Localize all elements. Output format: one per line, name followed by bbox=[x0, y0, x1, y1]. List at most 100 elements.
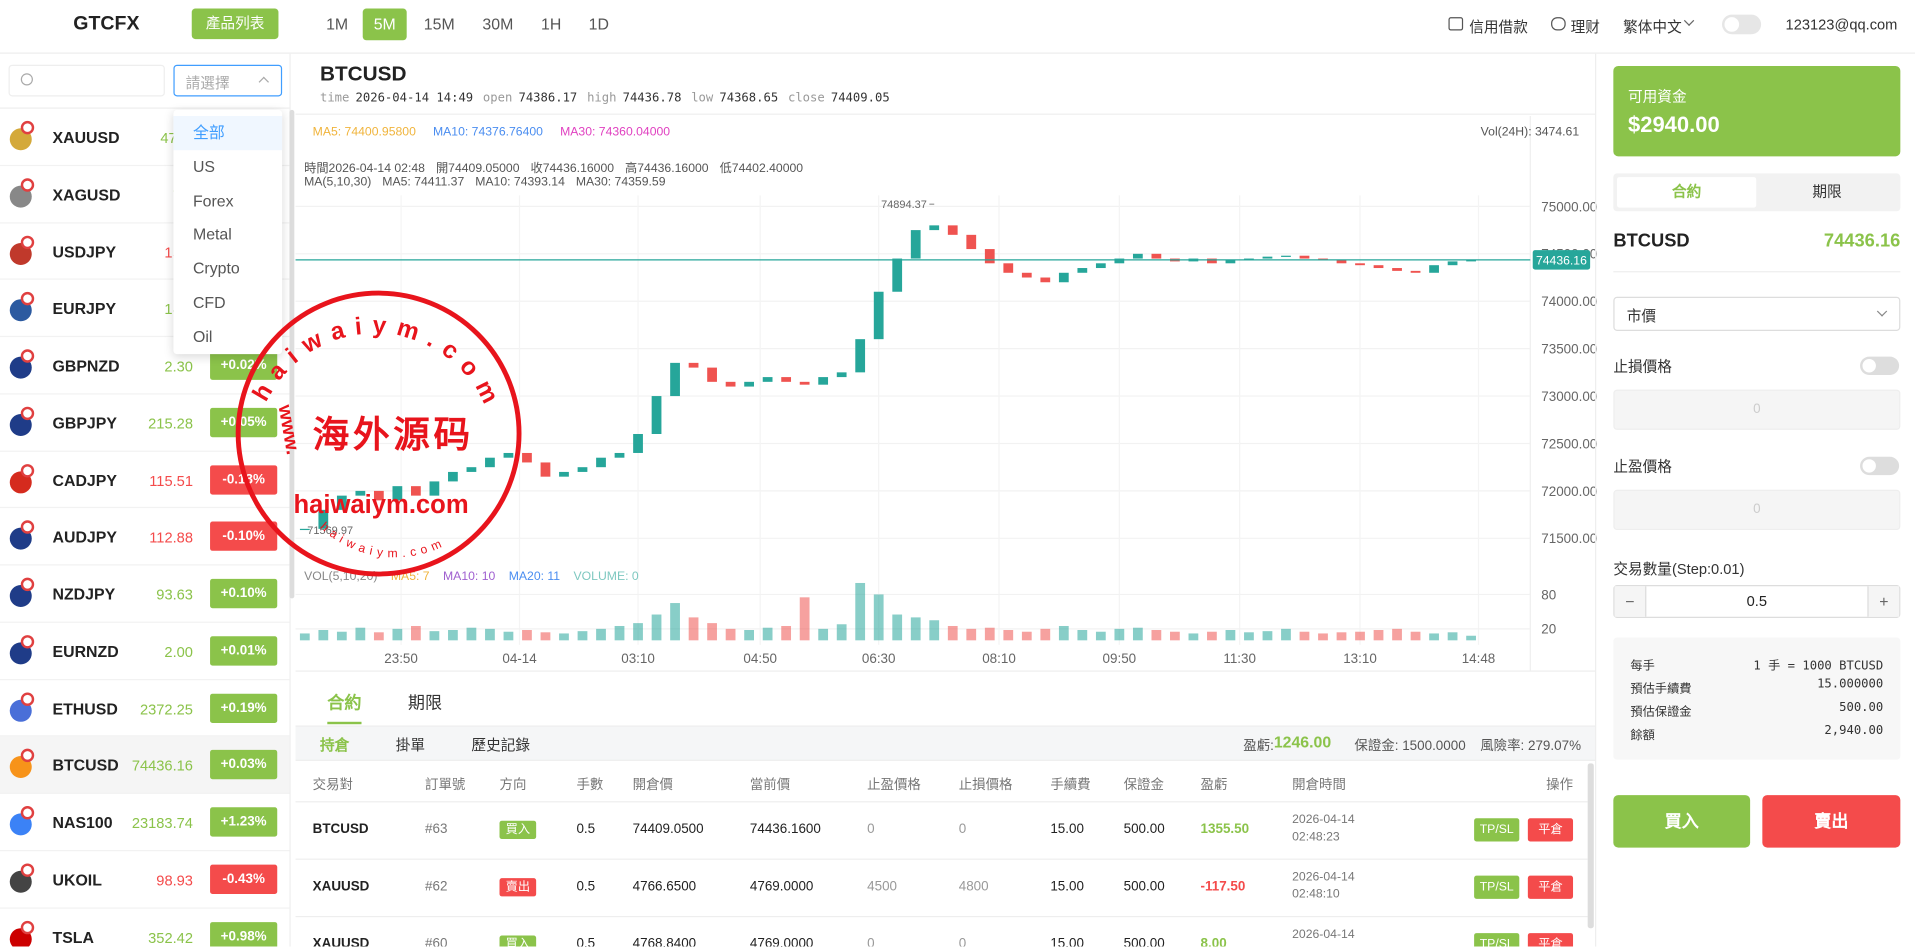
timeframe-tab[interactable]: 30M bbox=[482, 14, 514, 33]
quantity-plus[interactable]: + bbox=[1867, 586, 1900, 617]
symbol-row[interactable]: NAS100 23183.74 +1.23% bbox=[0, 794, 290, 851]
user-email[interactable]: 123123@qq.com bbox=[1785, 15, 1898, 33]
language-select[interactable]: 繁体中文 bbox=[1623, 18, 1682, 36]
candle bbox=[596, 457, 606, 468]
field-toggle[interactable] bbox=[1860, 356, 1900, 375]
field-input[interactable]: 0 bbox=[1613, 389, 1901, 430]
close-button[interactable]: 平倉 bbox=[1527, 933, 1574, 947]
volume-bar bbox=[1151, 630, 1162, 641]
timeframe-tab[interactable]: 15M bbox=[423, 14, 455, 33]
y-tick-label: 72000.00 bbox=[1541, 484, 1597, 499]
position-subtab[interactable]: 持倉 bbox=[319, 736, 350, 754]
trade-tab[interactable]: 期限 bbox=[1812, 183, 1842, 201]
filter-select[interactable]: 請選擇 bbox=[173, 64, 283, 97]
volume-bar bbox=[336, 631, 347, 641]
buy-button[interactable]: 買入 bbox=[1613, 795, 1751, 848]
timeframe-tab[interactable]: 5M bbox=[362, 8, 407, 41]
change-badge: +0.05% bbox=[210, 407, 278, 437]
change-badge: +1.23% bbox=[210, 807, 278, 837]
position-cell: 4800 bbox=[958, 879, 989, 894]
candle bbox=[688, 362, 699, 368]
candle bbox=[355, 490, 366, 496]
timeframe-tab[interactable]: 1M bbox=[326, 14, 349, 33]
tpsl-button[interactable]: TP/SL bbox=[1474, 933, 1520, 947]
volume-bar bbox=[651, 614, 662, 641]
candle bbox=[336, 495, 347, 510]
filter-option[interactable]: Metal bbox=[192, 225, 232, 244]
position-cell: #60 bbox=[425, 936, 448, 947]
finance-icon bbox=[1551, 17, 1566, 31]
symbol-row[interactable]: ETHUSD 2372.25 +0.19% bbox=[0, 680, 290, 737]
x-tick-label: 04:50 bbox=[743, 651, 777, 666]
change-badge: -0.10% bbox=[210, 521, 278, 552]
volume-bar bbox=[1003, 630, 1014, 641]
position-subtab[interactable]: 歷史記錄 bbox=[471, 736, 531, 754]
candle bbox=[984, 249, 995, 264]
balance-value: $2940.00 bbox=[1627, 112, 1720, 137]
search-input[interactable] bbox=[8, 64, 165, 97]
timeframe-tab[interactable]: 1D bbox=[588, 14, 609, 33]
filter-option[interactable]: CFD bbox=[192, 293, 226, 312]
filter-dropdown: 全部 US Forex Metal Crypto CFD Oil bbox=[173, 109, 283, 355]
filter-option[interactable]: Oil bbox=[192, 327, 213, 346]
finance-link[interactable]: 理财 bbox=[1570, 18, 1600, 36]
last-price-label: 74436.16 bbox=[1536, 254, 1587, 268]
symbol-row[interactable]: EURNZD 2.00 +0.01% bbox=[0, 623, 290, 680]
filter-option[interactable]: 全部 bbox=[173, 116, 283, 150]
trade-symbol: BTCUSD bbox=[1613, 230, 1690, 252]
tpsl-button[interactable]: TP/SL bbox=[1474, 875, 1520, 899]
symbol-name: GBPJPY bbox=[52, 413, 117, 433]
symbol-flag bbox=[20, 463, 35, 477]
volume-bar bbox=[1244, 632, 1254, 641]
timeframe-tab[interactable]: 1H bbox=[541, 14, 562, 33]
symbol-row[interactable]: NZDJPY 93.63 +0.10% bbox=[0, 565, 290, 623]
position-cell: 0 bbox=[867, 821, 875, 837]
column-header: 操作 bbox=[1546, 777, 1574, 793]
candle bbox=[1003, 263, 1014, 273]
volume-bar bbox=[1021, 631, 1032, 641]
position-cell: 500.00 bbox=[1123, 936, 1165, 947]
quantity-minus[interactable]: − bbox=[1614, 586, 1647, 617]
symbol-row[interactable]: TSLA 352.42 +0.98% bbox=[0, 908, 289, 947]
candle bbox=[410, 486, 421, 496]
credit-link[interactable]: 信用借款 bbox=[1469, 18, 1528, 36]
search-icon bbox=[20, 73, 33, 86]
volume-bar bbox=[910, 617, 921, 641]
order-type-select[interactable]: 市價 bbox=[1613, 296, 1901, 331]
x-tick-label: 11:30 bbox=[1223, 651, 1256, 666]
volume-bar bbox=[670, 603, 680, 641]
filter-option[interactable]: Crypto bbox=[192, 259, 240, 278]
y-tick-label: 73500.00 bbox=[1541, 342, 1597, 357]
position-subtab[interactable]: 掛單 bbox=[395, 736, 426, 754]
y-tick-label: 71500.00 bbox=[1541, 531, 1597, 546]
products-button[interactable]: 產品列表 bbox=[191, 8, 279, 40]
close-button[interactable]: 平倉 bbox=[1527, 818, 1574, 842]
field-toggle[interactable] bbox=[1860, 456, 1900, 476]
symbol-row[interactable]: AUDJPY 112.88 -0.10% bbox=[0, 508, 290, 566]
filter-option[interactable]: Forex bbox=[192, 191, 234, 210]
field-input[interactable]: 0 bbox=[1613, 489, 1901, 531]
summary-label: 每手 bbox=[1630, 659, 1655, 673]
close-button[interactable]: 平倉 bbox=[1527, 875, 1574, 899]
volume-bar bbox=[688, 617, 699, 641]
symbol-row[interactable]: BTCUSD 74436.16 +0.03% bbox=[0, 736, 290, 794]
quantity-label: 交易數量(Step:0.01) bbox=[1613, 560, 1745, 578]
trade-tab[interactable]: 合約 bbox=[1617, 177, 1757, 208]
volume-bar bbox=[892, 614, 903, 641]
candle bbox=[707, 367, 717, 382]
position-cell: XAUUSD bbox=[312, 936, 370, 947]
info-label: high bbox=[587, 91, 617, 106]
row-divider bbox=[295, 915, 1588, 918]
symbol-row[interactable]: GBPJPY 215.28 +0.05% bbox=[0, 394, 290, 452]
symbol-row[interactable]: UKOIL 98.93 -0.43% bbox=[0, 851, 290, 909]
position-tab[interactable]: 期限 bbox=[407, 692, 443, 713]
tpsl-button[interactable]: TP/SL bbox=[1474, 818, 1520, 842]
volume-bar bbox=[355, 627, 366, 641]
sell-button[interactable]: 賣出 bbox=[1762, 795, 1901, 848]
volume-bar bbox=[1077, 630, 1088, 641]
symbol-row[interactable]: CADJPY 115.51 -0.13% bbox=[0, 451, 290, 509]
candle bbox=[1299, 255, 1310, 259]
position-tab[interactable]: 合約 bbox=[327, 690, 362, 725]
theme-toggle[interactable] bbox=[1722, 14, 1762, 35]
filter-option[interactable]: US bbox=[192, 157, 216, 176]
